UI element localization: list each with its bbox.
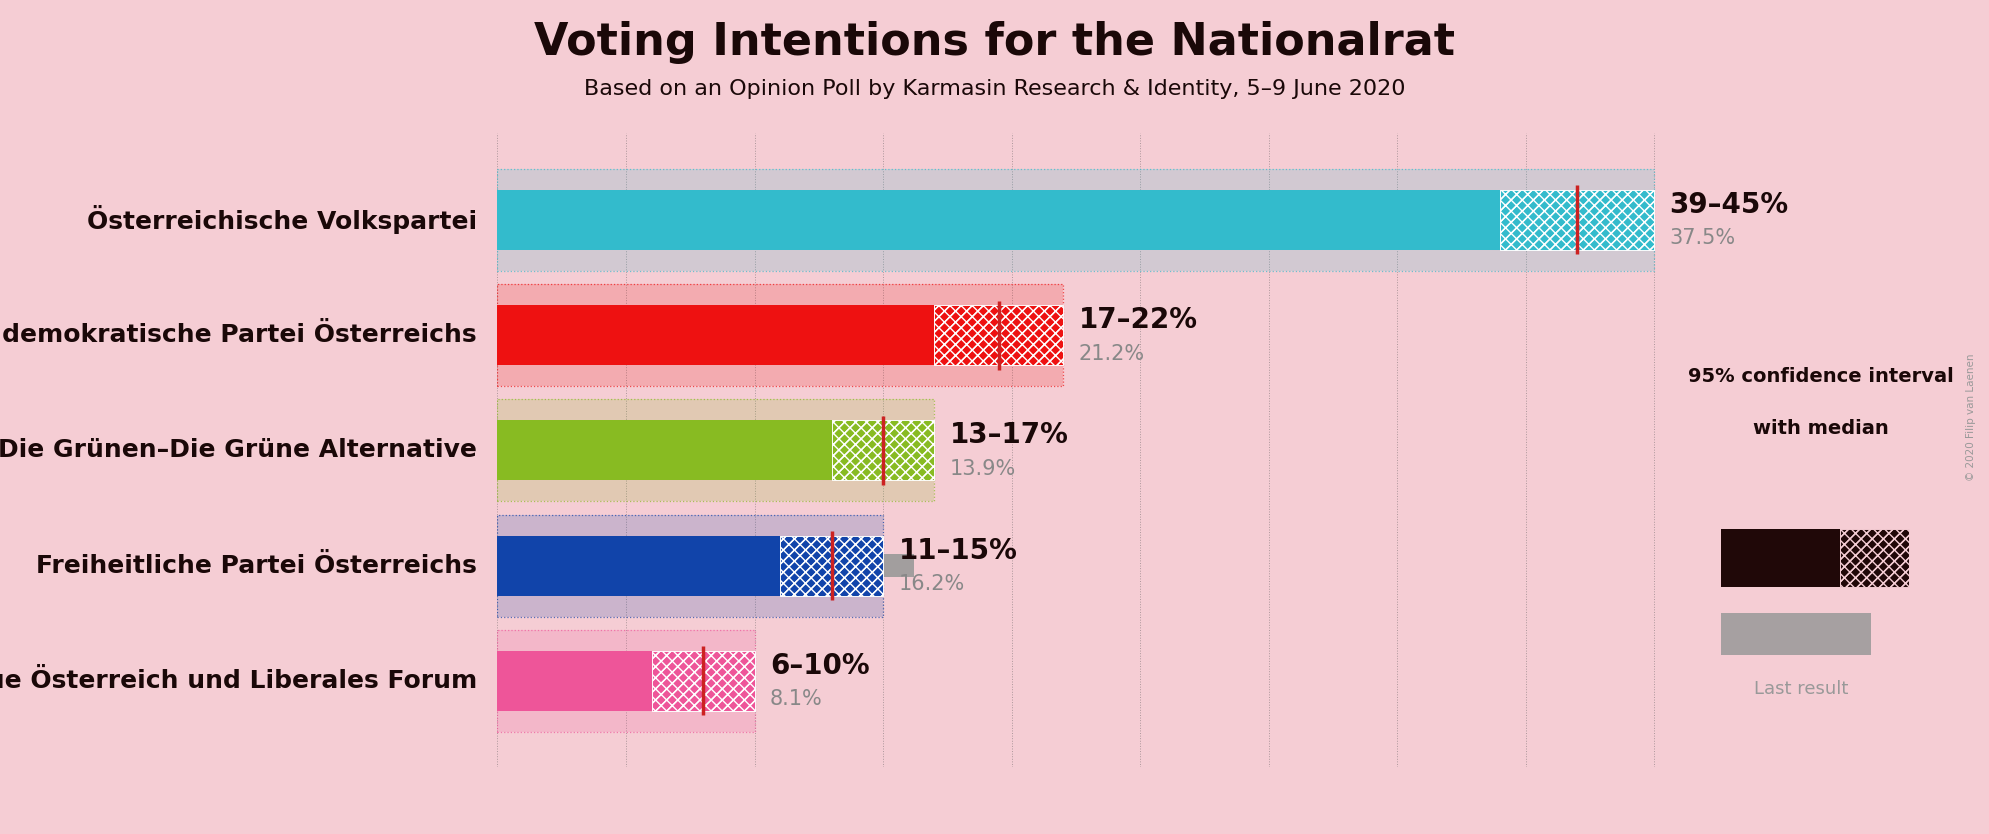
Text: 95% confidence interval: 95% confidence interval [1687, 367, 1953, 386]
Bar [497, 169, 1653, 271]
Text: 6–10%: 6–10% [770, 652, 869, 680]
Text: NEOS–Das Neue Österreich und Liberales Forum: NEOS–Das Neue Österreich und Liberales F… [0, 669, 477, 693]
Bar [497, 630, 754, 731]
Text: 11–15%: 11–15% [897, 536, 1016, 565]
Bar [497, 651, 652, 711]
Bar [935, 305, 1062, 365]
Bar [831, 420, 935, 480]
Bar [1720, 612, 1870, 656]
Text: 8.1%: 8.1% [770, 689, 821, 709]
Text: Based on an Opinion Poll by Karmasin Research & Identity, 5–9 June 2020: Based on an Opinion Poll by Karmasin Res… [585, 79, 1404, 99]
Bar [497, 305, 935, 365]
Bar [497, 670, 706, 692]
Text: Last result: Last result [1752, 680, 1848, 698]
Bar [497, 399, 935, 501]
Bar [497, 439, 855, 462]
Text: 21.2%: 21.2% [1078, 344, 1144, 364]
Bar [497, 630, 754, 731]
Bar [497, 515, 883, 616]
Bar [497, 284, 1062, 386]
Bar [1907, 529, 1949, 587]
Text: 37.5%: 37.5% [1669, 229, 1734, 249]
Bar [497, 284, 1062, 386]
Bar [1500, 190, 1653, 250]
Bar [497, 554, 913, 577]
Bar [497, 399, 935, 501]
Bar [497, 169, 1653, 271]
Text: with median: with median [1752, 419, 1888, 438]
Text: 13–17%: 13–17% [949, 421, 1068, 450]
Text: © 2020 Filip van Laenen: © 2020 Filip van Laenen [1965, 354, 1975, 480]
Text: Freiheitliche Partei Österreichs: Freiheitliche Partei Österreichs [36, 554, 477, 578]
Bar [497, 190, 1500, 250]
Bar [1500, 190, 1653, 250]
Bar [652, 651, 754, 711]
Text: 16.2%: 16.2% [897, 574, 965, 594]
Bar [1840, 529, 1907, 587]
Bar [831, 420, 935, 480]
Text: Sozialdemokratische Partei Österreichs: Sozialdemokratische Partei Österreichs [0, 323, 477, 347]
Bar [780, 535, 883, 595]
Bar [497, 208, 1460, 231]
Bar [935, 305, 1062, 365]
Bar [497, 535, 780, 595]
Text: Die Grünen–Die Grüne Alternative: Die Grünen–Die Grüne Alternative [0, 439, 477, 462]
Text: 39–45%: 39–45% [1669, 191, 1788, 219]
Bar [497, 515, 883, 616]
Bar [780, 535, 883, 595]
Text: Österreichische Volkspartei: Österreichische Volkspartei [88, 205, 477, 234]
Bar [1840, 529, 1907, 587]
Text: Voting Intentions for the Nationalrat: Voting Intentions for the Nationalrat [535, 21, 1454, 64]
Bar [497, 324, 1042, 347]
Text: 17–22%: 17–22% [1078, 306, 1197, 334]
Bar [497, 420, 831, 480]
Bar [652, 651, 754, 711]
Text: 13.9%: 13.9% [949, 459, 1016, 479]
Bar [1720, 529, 1840, 587]
